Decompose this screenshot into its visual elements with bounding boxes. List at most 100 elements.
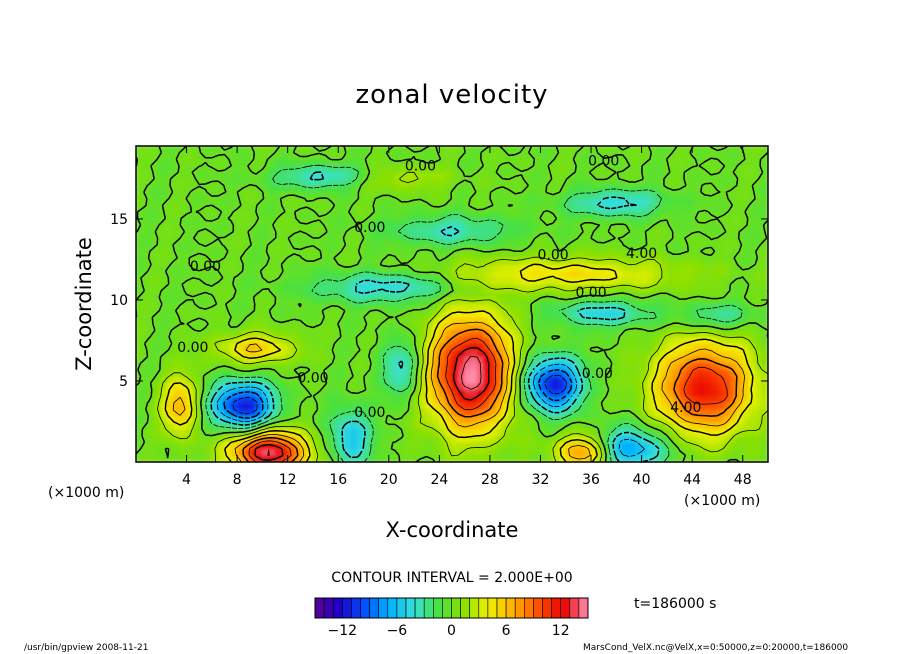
heatmap-cell [470,231,478,239]
heatmap-cell [609,224,617,232]
heatmap-cell [660,218,668,226]
heatmap-cell [192,349,200,357]
heatmap-cell [748,402,756,410]
heatmap-cell [205,237,213,246]
heatmap-cell [755,283,762,292]
heatmap-cell [337,316,345,325]
heatmap-cell [495,316,503,325]
heatmap-cell [679,323,687,331]
contour-line-negative [223,369,573,419]
heatmap-cell [476,198,484,206]
heatmap-cell [755,158,762,167]
heatmap-cell [350,395,358,404]
heatmap-cell [287,283,295,292]
heatmap-cell [243,283,251,292]
heatmap-cell [717,297,725,305]
heatmap-cell [217,323,225,331]
heatmap-cell [514,185,522,193]
heatmap-cell [641,323,649,331]
heatmap-cell [653,231,661,239]
heatmap-cell [616,376,623,384]
heatmap-cell [464,330,472,338]
heatmap-cell [508,303,516,311]
heatmap-cell [464,448,472,456]
heatmap-cell [148,172,156,180]
heatmap-cell [578,402,586,410]
heatmap-cell [704,165,712,173]
heatmap-cell [274,283,282,292]
heatmap-cell [755,264,762,272]
heatmap-cell [407,428,415,436]
heatmap-cell [274,237,282,246]
heatmap-cell [325,211,333,219]
heatmap-cell [698,198,706,206]
heatmap-cell [136,165,143,173]
heatmap-cell [167,402,175,410]
heatmap-cell [243,428,251,436]
heatmap-cell [350,218,358,226]
heatmap-cell [590,297,598,305]
heatmap-cell [388,455,396,462]
heatmap-cell [634,448,642,456]
heatmap-cell [546,290,554,298]
heatmap-cell [571,448,579,456]
heatmap-cell [255,218,263,226]
heatmap-cell [274,415,282,423]
heatmap-cell [160,237,168,246]
heatmap-cell [647,224,655,232]
heatmap-cell [571,303,579,311]
heatmap-cell [312,218,320,226]
heatmap-cell [306,158,314,167]
heatmap-cell [755,402,762,410]
heatmap-cell [243,165,251,173]
heatmap-cell [192,316,200,325]
heatmap-cell [363,251,371,259]
heatmap-cell [660,297,668,305]
heatmap-cell [527,165,535,173]
heatmap-cell [205,146,213,153]
heatmap-cell [559,356,567,364]
heatmap-cell [413,422,421,430]
heatmap-cell [723,264,731,272]
heatmap-cell [508,191,516,199]
heatmap-cell [723,251,731,259]
heatmap-cell [306,356,314,364]
heatmap-cell [698,178,706,186]
heatmap-cell [578,218,586,226]
heatmap-cell [394,323,402,331]
heatmap-cell [230,330,238,338]
heatmap-cell [641,191,649,199]
heatmap-cell [211,224,219,232]
heatmap-cell [647,231,655,239]
heatmap-cell [262,415,270,423]
heatmap-cell [502,264,510,272]
heatmap-cell [458,316,465,325]
heatmap-cell [736,152,744,160]
heatmap-cell [578,297,586,305]
contour-label: 0.00 [405,158,436,174]
heatmap-cell [748,178,756,186]
heatmap-cell [578,178,586,186]
heatmap-cell [281,303,288,311]
heatmap-cell [420,389,428,397]
heatmap-cell [685,336,693,344]
heatmap-cell [331,224,339,232]
heatmap-cell [268,389,276,397]
heatmap-cell [205,270,213,278]
heatmap-cell [755,191,762,199]
heatmap-cell [179,297,187,305]
heatmap-cell [363,283,371,292]
heatmap-cell [369,244,377,252]
heatmap-cell [521,316,529,325]
heatmap-cell [224,310,232,318]
heatmap-cell [710,297,718,305]
heatmap-cell [584,376,592,384]
heatmap-cell [407,191,415,199]
heatmap-cell [432,277,440,285]
heatmap-cell [559,191,567,199]
heatmap-cell [136,270,143,278]
heatmap-cell [300,303,307,311]
heatmap-cell [691,218,699,226]
heatmap-cell [634,316,642,325]
heatmap-cell [755,343,762,351]
